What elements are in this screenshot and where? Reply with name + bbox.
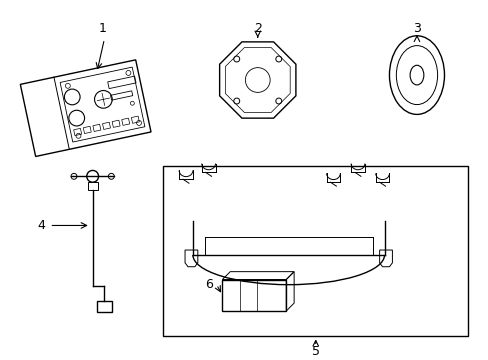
Text: 3: 3 [412, 22, 420, 35]
Bar [163, 166, 467, 336]
Text: 5: 5 [311, 345, 319, 358]
Bar [222, 279, 285, 311]
Text: 4: 4 [38, 219, 45, 232]
Text: 6: 6 [204, 278, 212, 291]
Text: 2: 2 [253, 22, 261, 35]
Text: 1: 1 [99, 22, 106, 35]
Bar [97, 301, 112, 312]
Bar [87, 182, 98, 190]
